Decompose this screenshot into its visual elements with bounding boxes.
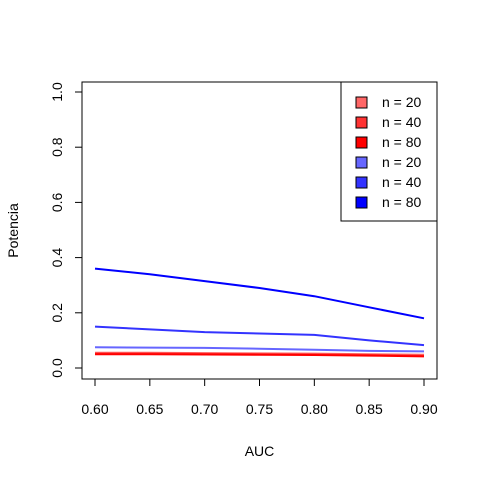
legend-swatch xyxy=(355,136,368,149)
y-tick-label: 0.2 xyxy=(49,303,65,323)
legend-label: n = 40 xyxy=(382,174,422,190)
x-tick-label: 0.80 xyxy=(301,401,328,417)
y-tick-label: 0.6 xyxy=(49,192,65,212)
x-axis: 0.60 0.65 0.70 0.75 0.80 0.85 0.90 xyxy=(81,378,438,417)
legend-swatch xyxy=(355,156,368,169)
x-tick-label: 0.70 xyxy=(191,401,218,417)
x-tick-label: 0.85 xyxy=(356,401,383,417)
x-tick-label: 0.75 xyxy=(246,401,273,417)
series-line-2 xyxy=(95,353,425,358)
legend-label: n = 20 xyxy=(382,154,422,170)
y-tick-label: 1.0 xyxy=(49,82,65,102)
series-line-5 xyxy=(94,267,425,320)
y-tick-label: 0.0 xyxy=(49,358,65,378)
series-line-4 xyxy=(94,325,425,347)
legend-label: n = 80 xyxy=(382,134,422,150)
x-tick-label: 0.90 xyxy=(410,401,437,417)
legend-label: n = 20 xyxy=(382,94,422,110)
series-layer xyxy=(94,267,425,358)
legend-swatch xyxy=(355,176,368,189)
x-tick-label: 0.60 xyxy=(81,401,108,417)
legend-label: n = 40 xyxy=(382,114,422,130)
series-line-3 xyxy=(94,346,425,353)
legend-swatch xyxy=(355,196,368,209)
y-tick-label: 0.4 xyxy=(49,248,65,268)
y-axis: 0.0 0.2 0.4 0.6 0.8 1.0 xyxy=(49,82,83,378)
legend-label: n = 80 xyxy=(382,194,422,210)
y-tick-label: 0.8 xyxy=(49,137,65,157)
y-axis-label: Potencia xyxy=(5,203,21,258)
legend: n = 20 n = 40 n = 80 n = 20 n = 40 n = 80 xyxy=(340,81,438,222)
x-axis-label: AUC xyxy=(245,443,275,459)
x-tick-label: 0.65 xyxy=(136,401,163,417)
legend-swatch xyxy=(355,96,368,109)
legend-swatch xyxy=(355,116,368,129)
